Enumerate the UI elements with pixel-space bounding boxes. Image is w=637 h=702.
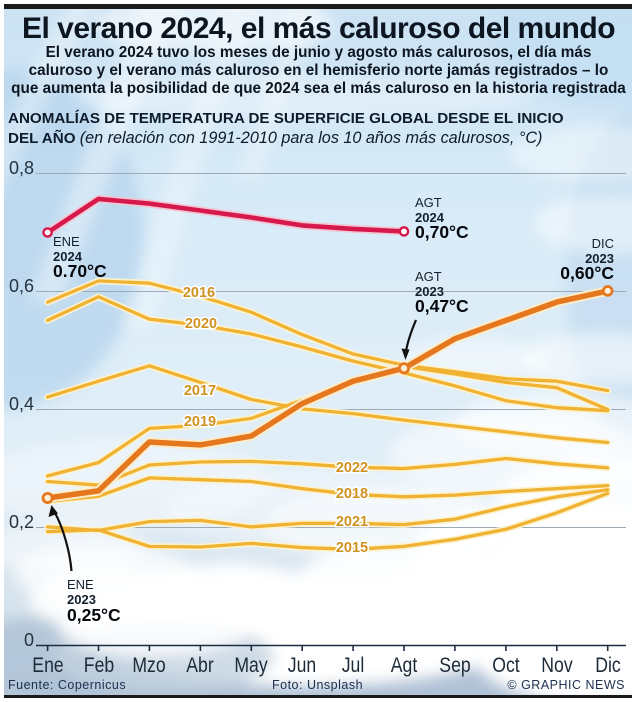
svg-text:2020: 2020 bbox=[185, 316, 217, 332]
svg-text:2021: 2021 bbox=[336, 514, 368, 530]
svg-text:2017: 2017 bbox=[184, 383, 216, 399]
svg-text:2015: 2015 bbox=[336, 540, 368, 556]
svg-text:2022: 2022 bbox=[336, 460, 368, 476]
svg-text:2016: 2016 bbox=[183, 285, 215, 301]
svg-text:2019: 2019 bbox=[184, 414, 216, 430]
svg-text:2018: 2018 bbox=[336, 486, 368, 502]
